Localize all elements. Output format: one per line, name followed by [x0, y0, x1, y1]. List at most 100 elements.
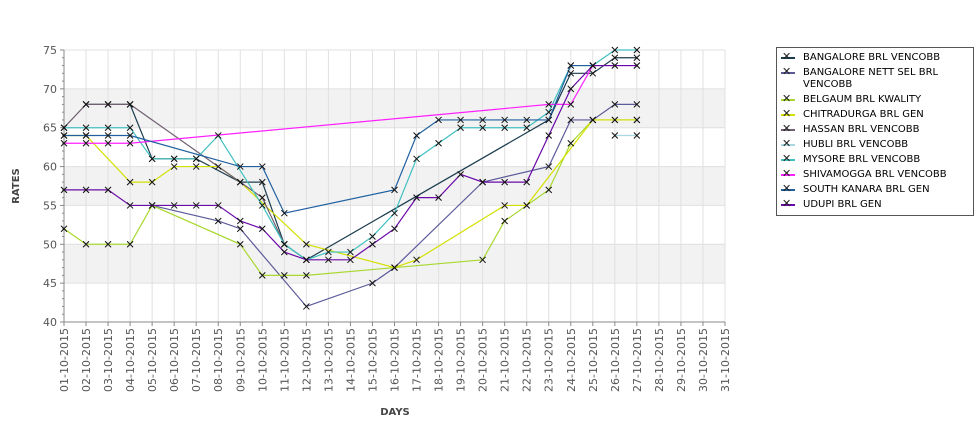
data-point — [633, 101, 641, 108]
x-tick-label: 02-10-2015 — [80, 328, 93, 392]
data-point — [545, 108, 553, 116]
legend-swatch: ✕ — [781, 50, 795, 64]
data-point — [60, 124, 68, 132]
legend-label: BANGALORE BRL VENCOBB — [803, 52, 941, 63]
legend-label: CHITRADURGA BRL GEN — [803, 109, 924, 120]
data-point — [479, 116, 486, 124]
x-tick-label: 12-10-2015 — [300, 328, 313, 392]
data-point — [192, 202, 200, 209]
data-point — [280, 209, 288, 217]
data-point — [325, 248, 332, 256]
x-marker-icon: ✕ — [782, 137, 792, 150]
data-point — [104, 240, 112, 248]
x-tick-label: 05-10-2015 — [146, 328, 159, 392]
legend-item: ✕ UDUPI BRL GEN — [777, 197, 973, 212]
data-point — [325, 256, 332, 264]
y-tick-label: 70 — [43, 83, 57, 96]
legend-label: BANGALORE NETT SEL BRL VENCOBB — [803, 67, 939, 90]
data-point — [633, 116, 641, 124]
data-point — [82, 139, 90, 147]
data-point — [633, 132, 641, 139]
legend-swatch: ✕ — [781, 107, 795, 121]
x-marker-icon: ✕ — [782, 122, 792, 135]
data-point — [280, 240, 288, 248]
data-point — [60, 225, 68, 233]
x-axis-label: DAYS — [380, 407, 410, 418]
data-point — [170, 155, 178, 163]
y-tick-label: 45 — [43, 277, 57, 290]
y-tick-label: 75 — [43, 44, 57, 57]
legend-item: ✕ SOUTH KANARA BRL GEN — [777, 182, 973, 197]
data-point — [104, 186, 112, 194]
data-point — [280, 272, 288, 279]
data-point — [258, 272, 266, 279]
data-point — [170, 202, 178, 209]
legend-label: HUBLI BRL VENCOBB — [803, 139, 909, 150]
data-point — [126, 202, 134, 209]
series-line — [63, 103, 285, 245]
data-point — [82, 101, 90, 108]
data-point — [523, 124, 531, 132]
legend-label: BELGAUM BRL KWALITY — [803, 94, 922, 105]
x-tick-label: 10-10-2015 — [256, 328, 269, 392]
data-point — [104, 139, 112, 147]
x-tick-label: 09-10-2015 — [234, 328, 247, 392]
x-marker-icon: ✕ — [782, 107, 792, 120]
legend-item: ✕ BELGAUM BRL KWALITY — [777, 92, 973, 107]
data-point — [545, 132, 553, 139]
legend-swatch: ✕ — [781, 92, 795, 106]
y-tick-label: 50 — [43, 238, 57, 251]
data-point — [611, 62, 619, 69]
data-point — [126, 139, 134, 147]
data-point — [236, 163, 244, 170]
data-point — [258, 194, 266, 202]
data-point — [457, 124, 464, 132]
x-tick-label: 16-10-2015 — [389, 328, 402, 392]
data-point — [60, 139, 68, 147]
x-tick-label: 18-10-2015 — [433, 328, 446, 392]
data-point — [501, 217, 509, 225]
data-point — [457, 116, 464, 124]
x-tick-label: 25-10-2015 — [587, 328, 600, 392]
data-point — [545, 101, 553, 108]
data-point — [126, 240, 134, 248]
x-tick-label: 21-10-2015 — [499, 328, 512, 392]
y-tick-label: 60 — [43, 161, 57, 174]
series-line — [151, 103, 637, 308]
legend-item: ✕ SHIVAMOGGA BRL VENCOBB — [777, 167, 973, 182]
data-point — [479, 124, 486, 132]
x-tick-label: 22-10-2015 — [521, 328, 534, 392]
data-point — [567, 139, 575, 147]
data-point — [523, 116, 531, 124]
data-point — [633, 46, 641, 54]
data-point — [126, 101, 134, 108]
data-point — [567, 62, 575, 69]
data-point — [82, 186, 90, 194]
x-tick-label: 28-10-2015 — [653, 328, 666, 392]
data-point — [567, 69, 575, 77]
x-tick-label: 24-10-2015 — [565, 328, 578, 392]
x-marker-icon: ✕ — [782, 197, 792, 210]
data-point — [236, 225, 244, 233]
data-point — [611, 116, 619, 124]
data-point — [611, 101, 619, 108]
data-point — [523, 202, 531, 209]
legend-swatch: ✕ — [781, 152, 795, 166]
x-tick-label: 08-10-2015 — [212, 328, 225, 392]
data-point — [104, 132, 112, 139]
data-point — [236, 240, 244, 248]
data-point — [633, 62, 641, 69]
data-point — [413, 132, 420, 139]
data-point — [435, 194, 442, 202]
data-point — [347, 248, 354, 256]
data-point — [589, 62, 597, 69]
x-tick-label: 07-10-2015 — [190, 328, 203, 392]
data-point — [170, 163, 178, 170]
data-point — [413, 194, 420, 202]
data-point — [82, 240, 90, 248]
legend-label: HASSAN BRL VENCOBB — [803, 124, 920, 135]
data-point — [501, 116, 509, 124]
data-point — [369, 279, 376, 287]
data-point — [126, 132, 134, 139]
